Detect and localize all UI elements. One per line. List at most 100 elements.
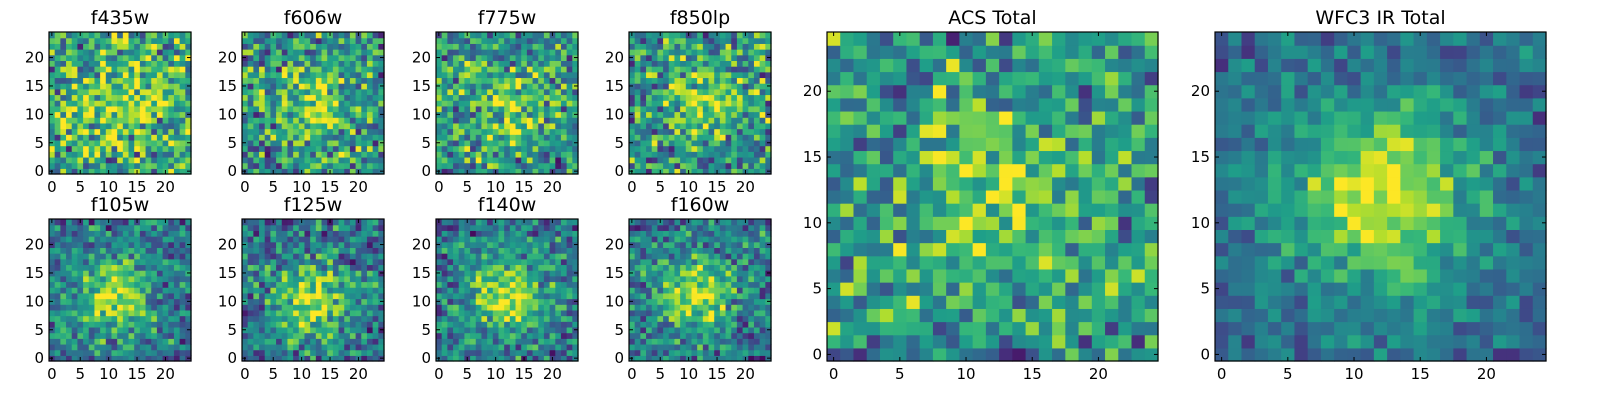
heatmap-cell <box>83 275 90 283</box>
heatmap-cell <box>139 332 147 339</box>
heatmap-cell <box>162 83 169 90</box>
heatmap-cell <box>156 60 164 67</box>
heatmap-cell <box>458 156 465 164</box>
heatmap-cell <box>111 343 118 351</box>
heatmap-cell <box>139 83 147 90</box>
heatmap-cell <box>355 66 362 73</box>
heatmap-cell <box>264 264 271 271</box>
heatmap-cell <box>680 94 687 101</box>
heatmap-cell <box>60 304 67 311</box>
heatmap-cell <box>458 298 465 305</box>
heatmap-cell <box>151 270 158 277</box>
heatmap-cell <box>321 117 328 124</box>
heatmap-cell <box>731 94 738 101</box>
heatmap-cell <box>71 66 78 73</box>
heatmap-cell <box>247 49 254 56</box>
heatmap-cell <box>521 253 528 260</box>
x-tick-label: 10 <box>292 365 311 383</box>
heatmap-cell <box>685 94 693 101</box>
heatmap-cell <box>338 224 345 231</box>
heatmap-cell <box>344 77 351 84</box>
heatmap-cell <box>436 100 443 107</box>
heatmap-cell <box>66 326 73 334</box>
heatmap-cell <box>281 54 289 61</box>
heatmap-cell <box>259 105 266 113</box>
heatmap-cell <box>361 134 368 141</box>
heatmap-cell <box>315 128 323 135</box>
heatmap-cell <box>475 117 483 124</box>
heatmap-cell <box>674 100 681 107</box>
heatmap-cell <box>145 241 152 248</box>
heatmap-cell <box>657 315 664 322</box>
heatmap-cell <box>646 304 653 311</box>
heatmap-cell <box>481 230 488 237</box>
heatmap-cell <box>355 253 362 260</box>
heatmap-cell <box>315 60 323 67</box>
heatmap-cell <box>725 111 732 118</box>
heatmap-cell <box>60 343 67 351</box>
heatmap-cell <box>338 315 345 322</box>
heatmap-cell <box>145 236 152 243</box>
heatmap-cell <box>372 117 379 124</box>
heatmap-cell <box>464 332 471 339</box>
heatmap-cell <box>736 66 744 73</box>
heatmap-cell <box>504 298 511 305</box>
heatmap-cell <box>555 338 562 345</box>
x-tick-label: 10 <box>679 178 698 196</box>
heatmap-cell <box>60 54 67 61</box>
heatmap-cell <box>349 264 357 271</box>
x-tick-label: 20 <box>736 178 755 196</box>
heatmap-cell <box>674 304 681 311</box>
heatmap-cell <box>492 156 500 164</box>
heatmap-cell <box>338 100 345 107</box>
heatmap-cell <box>560 111 568 118</box>
heatmap-cell <box>753 111 761 118</box>
heatmap-cell <box>742 66 749 73</box>
heatmap-cell <box>725 66 732 73</box>
heatmap-cell <box>475 304 483 311</box>
heatmap-cell <box>355 349 362 356</box>
heatmap-cell <box>276 264 283 271</box>
heatmap-cell <box>742 281 749 288</box>
heatmap-cell <box>372 304 379 311</box>
heatmap-cell <box>646 162 653 169</box>
heatmap-cell <box>759 151 766 158</box>
heatmap-cell <box>521 321 528 328</box>
heatmap-cell <box>349 100 357 107</box>
heatmap-cell <box>60 247 67 254</box>
heatmap-cell <box>708 321 715 328</box>
heatmap-cell <box>162 162 169 169</box>
heatmap-cell <box>259 43 266 50</box>
heatmap-cell <box>151 247 158 254</box>
heatmap-cell <box>259 230 266 237</box>
heatmap-cell <box>378 71 385 79</box>
heatmap-cell <box>179 270 186 277</box>
heatmap-cell <box>668 66 676 73</box>
heatmap-cell <box>521 241 528 248</box>
heatmap-cell <box>185 219 192 226</box>
heatmap-cell <box>361 43 368 50</box>
x-tick-label: 15 <box>320 365 339 383</box>
heatmap-cell <box>453 230 460 237</box>
heatmap-cell <box>714 338 721 345</box>
heatmap-cell <box>566 162 573 169</box>
heatmap-cell <box>753 83 761 90</box>
heatmap-cell <box>77 287 84 294</box>
heatmap-cell <box>259 66 266 73</box>
heatmap-cell <box>128 151 135 158</box>
heatmap-cell <box>453 66 460 73</box>
heatmap-cell <box>509 83 517 90</box>
heatmap-cell <box>372 315 379 322</box>
heatmap-cell <box>458 105 465 113</box>
heatmap-cell <box>697 77 704 84</box>
heatmap-cell <box>714 139 721 147</box>
heatmap-cell <box>100 230 107 237</box>
heatmap-cell <box>731 338 738 345</box>
heatmap-cell <box>378 219 385 226</box>
heatmap-cell <box>441 258 448 266</box>
heatmap-cell <box>60 32 67 39</box>
heatmap-cell <box>680 77 687 84</box>
heatmap-cell <box>663 49 670 56</box>
heatmap-cell <box>145 105 152 113</box>
heatmap-cell <box>470 71 477 79</box>
